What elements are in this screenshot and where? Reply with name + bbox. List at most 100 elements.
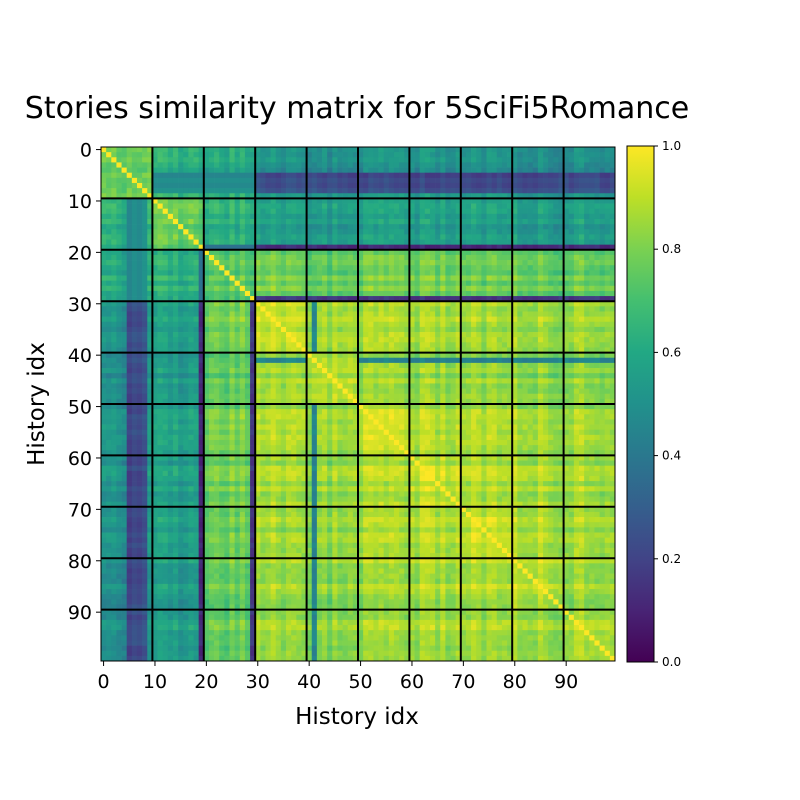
heatmap-cell <box>183 368 189 374</box>
heatmap-cell <box>481 229 487 235</box>
heatmap-cell <box>280 296 287 302</box>
heatmap-cell <box>455 162 462 168</box>
heatmap-cell <box>342 182 349 189</box>
heatmap-cell <box>255 218 261 225</box>
heatmap-cell <box>594 172 600 179</box>
heatmap-cell <box>563 265 570 271</box>
heatmap-cell <box>136 234 143 240</box>
heatmap-cell <box>296 393 302 400</box>
heatmap-cell <box>358 368 364 374</box>
heatmap-cell <box>101 347 107 353</box>
heatmap-cell <box>183 301 189 307</box>
heatmap-cell <box>368 147 374 153</box>
heatmap-cell <box>311 167 318 174</box>
heatmap-cell <box>584 378 590 384</box>
heatmap-cell <box>188 157 194 163</box>
heatmap-cell <box>553 229 559 235</box>
heatmap-cell <box>126 368 133 374</box>
heatmap-cell <box>363 321 369 328</box>
heatmap-cell <box>286 157 292 163</box>
heatmap-cell <box>465 275 472 281</box>
heatmap-cell <box>409 311 415 317</box>
heatmap-cell <box>275 239 282 246</box>
heatmap-cell <box>435 285 441 292</box>
heatmap-cell <box>563 177 570 184</box>
heatmap-cell <box>414 239 421 246</box>
heatmap-cell <box>424 362 431 369</box>
heatmap-cell <box>126 249 133 256</box>
heatmap-cell <box>363 234 369 240</box>
heatmap-cell <box>599 147 606 153</box>
heatmap-cell <box>244 203 251 210</box>
heatmap-cell <box>363 239 369 246</box>
heatmap-cell <box>604 357 611 364</box>
heatmap-cell <box>378 347 385 353</box>
heatmap-cell <box>609 224 616 230</box>
heatmap-cell <box>450 378 457 384</box>
heatmap-cell <box>507 162 513 168</box>
heatmap-cell <box>501 306 508 312</box>
heatmap-cell <box>347 208 354 215</box>
heatmap-cell <box>537 301 544 307</box>
heatmap-cell <box>501 337 508 343</box>
heatmap-cell <box>496 270 503 276</box>
heatmap-cell <box>327 198 333 204</box>
heatmap-cell <box>424 321 431 328</box>
heatmap-cell <box>609 239 616 246</box>
heatmap-cell <box>106 249 112 256</box>
heatmap-cell <box>579 301 585 307</box>
heatmap-cell <box>214 260 220 266</box>
heatmap-cell <box>537 342 544 348</box>
heatmap-cell <box>584 311 590 317</box>
heatmap-cell <box>491 234 498 240</box>
heatmap-cell <box>460 203 467 210</box>
heatmap-cell <box>275 352 282 359</box>
heatmap-cell <box>286 321 292 328</box>
heatmap-cell <box>316 249 323 256</box>
heatmap-cell <box>342 306 349 312</box>
heatmap-cell <box>183 388 189 395</box>
heatmap-cell <box>527 337 534 343</box>
heatmap-cell <box>424 244 431 251</box>
heatmap-cell <box>584 398 590 405</box>
heatmap-cell <box>255 342 261 348</box>
heatmap-cell <box>579 162 585 168</box>
heatmap-cell <box>414 398 421 405</box>
heatmap-cell <box>507 203 513 210</box>
heatmap-cell <box>306 172 313 179</box>
heatmap-cell <box>172 373 179 379</box>
heatmap-cell <box>358 326 364 333</box>
heatmap-cell <box>522 378 528 384</box>
heatmap-cell <box>322 182 328 189</box>
heatmap-cell <box>393 260 400 266</box>
heatmap-cell <box>491 208 498 215</box>
heatmap-cell <box>445 254 451 261</box>
heatmap-cell <box>234 352 241 359</box>
heatmap-cell <box>352 383 359 389</box>
heatmap-cell <box>363 254 369 261</box>
heatmap-cell <box>162 152 169 158</box>
heatmap-cell <box>440 383 446 389</box>
heatmap-cell <box>563 383 570 389</box>
heatmap-cell <box>532 337 539 343</box>
heatmap-cell <box>604 260 611 266</box>
heatmap-cell <box>553 182 559 189</box>
heatmap-cell <box>512 177 518 184</box>
heatmap-cell <box>101 213 107 220</box>
heatmap-cell <box>306 352 313 359</box>
heatmap-cell <box>435 203 441 210</box>
heatmap-cell <box>553 265 559 271</box>
heatmap-cell <box>152 254 158 261</box>
heatmap-cell <box>106 260 112 266</box>
heatmap-cell <box>414 285 421 292</box>
heatmap-cell <box>414 152 421 158</box>
heatmap-cell <box>358 357 364 364</box>
heatmap-cell <box>532 239 539 246</box>
heatmap-cell <box>260 357 266 364</box>
heatmap-cell <box>193 321 200 328</box>
heatmap-cell <box>162 234 169 240</box>
heatmap-cell <box>589 203 595 210</box>
heatmap-cell <box>491 378 498 384</box>
heatmap-cell <box>342 321 349 328</box>
heatmap-cell <box>409 362 415 369</box>
